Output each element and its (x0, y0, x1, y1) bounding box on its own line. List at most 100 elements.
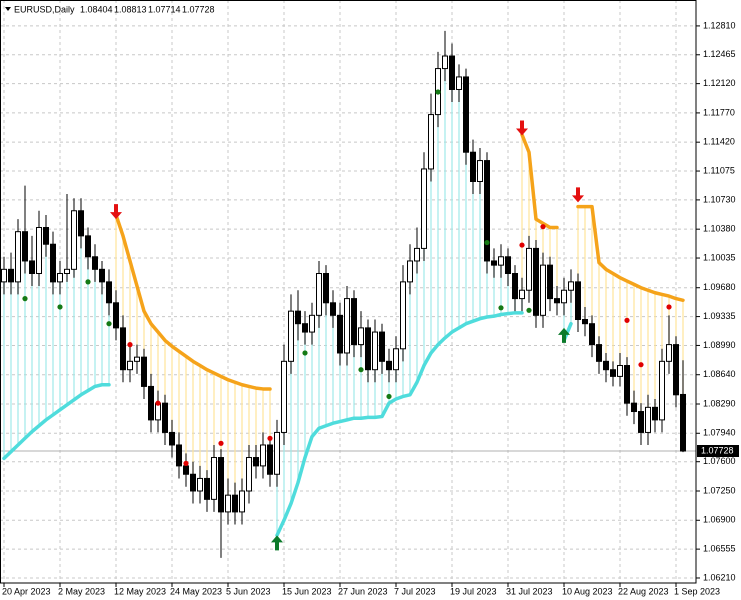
candle-body (554, 298, 560, 304)
x-tick-label: 31 Jul 2023 (506, 586, 553, 596)
candle-body (239, 490, 245, 513)
candle-body (141, 356, 147, 387)
y-tick-label: 1.06900 (703, 515, 736, 525)
x-tick-label: 22 Aug 2023 (618, 586, 669, 596)
candle-body (274, 431, 280, 475)
lower-dots (526, 307, 532, 313)
y-tick-label: 1.07940 (703, 428, 736, 438)
candle-body (127, 360, 133, 371)
candle-body (519, 289, 525, 300)
header-low: 1.07714 (148, 4, 181, 14)
candle-body (99, 268, 105, 283)
buy-arrows (558, 327, 570, 343)
candle-body (134, 356, 140, 362)
candle-body (120, 327, 126, 371)
candle-body (610, 369, 616, 377)
header-high: 1.08813 (114, 4, 147, 14)
candle-body (8, 268, 14, 283)
candle-body (211, 457, 217, 500)
candle-body (43, 227, 49, 245)
candle-body (498, 256, 504, 266)
candle-body (400, 281, 406, 350)
candle-body (428, 114, 434, 170)
candle-body (351, 298, 357, 346)
candle-body (386, 360, 392, 371)
candle-body (316, 273, 322, 316)
candle-body (288, 310, 294, 362)
last-price-box (697, 445, 739, 458)
y-tick-label: 1.07250 (703, 485, 736, 495)
y-tick-label: 1.09335 (703, 311, 736, 321)
symbol-label: EURUSD,Daily (14, 4, 75, 14)
candle-body (624, 365, 630, 404)
y-tick-label: 1.07600 (703, 456, 736, 466)
candle-body (162, 402, 168, 433)
candle-body (477, 160, 483, 182)
header-close: 1.07728 (182, 4, 215, 14)
candle-body (358, 327, 364, 346)
candle-body (253, 457, 259, 467)
candle-body (113, 302, 119, 329)
x-tick-label: 1 Sep 2023 (674, 586, 720, 596)
candle-body (225, 494, 231, 513)
upper-dots (183, 460, 189, 466)
lower-dots (484, 239, 490, 246)
candle-body (57, 273, 63, 283)
candle-body (582, 319, 588, 325)
candle-body (1, 268, 7, 283)
buy-arrows (271, 535, 283, 551)
y-tick-label: 1.06555 (703, 543, 736, 553)
sell-arrows (110, 204, 122, 220)
candle-body (197, 477, 203, 492)
candle-body (330, 302, 336, 316)
lower-dots (386, 393, 392, 400)
candle-body (659, 360, 665, 421)
candle-body (589, 323, 595, 346)
candle-body (463, 76, 469, 153)
candle-body (183, 465, 189, 475)
lower-dots (435, 89, 441, 95)
candle-body (64, 268, 70, 275)
x-tick-label: 19 Jul 2023 (450, 586, 497, 596)
candle-body (449, 55, 455, 90)
candle-body (267, 444, 273, 475)
candle-body (491, 260, 497, 266)
y-tick-label: 1.12810 (703, 20, 736, 30)
upper-dots (155, 400, 161, 406)
candle-body (596, 344, 602, 362)
lower-dots (358, 367, 364, 373)
candle-body (442, 55, 448, 70)
x-tick-label: 15 Jun 2023 (282, 586, 332, 596)
sell-arrows (516, 120, 528, 136)
upper-dots (519, 242, 525, 248)
upper-dots (624, 317, 630, 323)
candle-body (505, 256, 511, 275)
candle-body (540, 264, 546, 316)
x-tick-label: 20 Apr 2023 (2, 586, 51, 596)
candle-body (379, 331, 385, 362)
candle-body (337, 314, 343, 354)
lower-dots (302, 350, 308, 356)
candle-body (169, 431, 175, 446)
candle-body (547, 264, 553, 300)
resistance-line (114, 132, 685, 391)
candle-body (260, 444, 266, 467)
y-tick-label: 1.08990 (703, 340, 736, 350)
x-tick-label: 7 Jul 2023 (394, 586, 436, 596)
candle-body (645, 406, 651, 433)
y-tick-label: 1.12120 (703, 78, 736, 88)
lower-dots (498, 305, 504, 311)
candle-layer (1, 30, 686, 558)
candle-body (568, 281, 574, 291)
candle-body (533, 247, 539, 316)
candle-body (232, 494, 238, 513)
lower-dots (106, 321, 112, 327)
candle-body (50, 243, 56, 283)
upper-dots (666, 304, 672, 310)
candle-body (281, 360, 287, 433)
plot-frame (0, 0, 697, 584)
candle-body (421, 168, 427, 249)
candle-body (246, 457, 252, 492)
